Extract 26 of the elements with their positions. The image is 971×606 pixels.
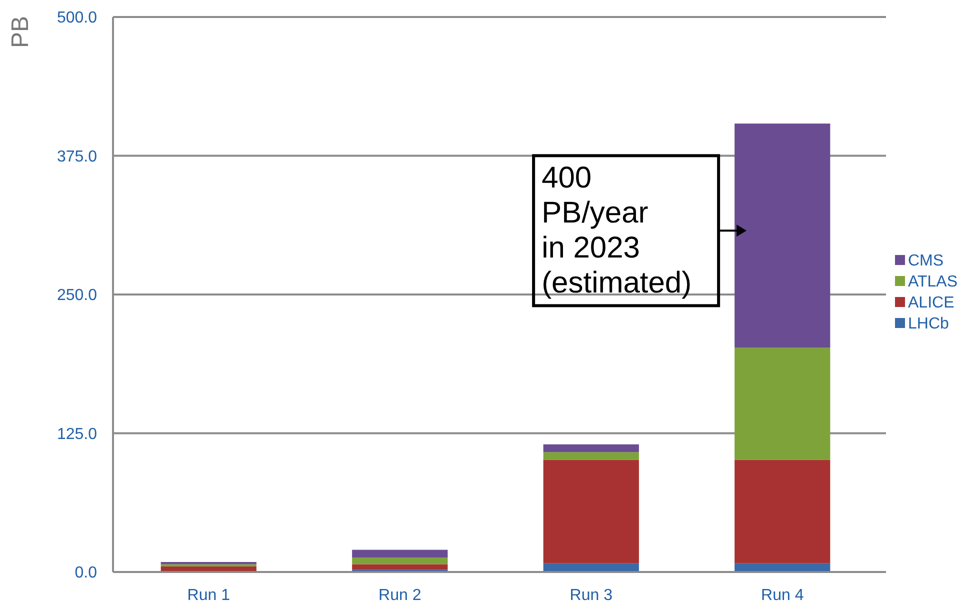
bar bbox=[734, 563, 830, 572]
y-tick-label: 0.0 bbox=[74, 564, 98, 582]
bar bbox=[734, 348, 830, 460]
y-tick-label: 500.0 bbox=[56, 10, 98, 27]
y-tick-label: 375.0 bbox=[56, 148, 98, 166]
legend-label: ALICE bbox=[908, 294, 954, 312]
legend-label: LHCb bbox=[908, 316, 950, 333]
legend-label: CMS bbox=[908, 252, 944, 270]
y-axis-title: PB bbox=[7, 16, 34, 48]
x-tick-label: Run 2 bbox=[378, 587, 422, 604]
bar bbox=[543, 444, 639, 452]
bar bbox=[734, 124, 830, 348]
bar bbox=[543, 563, 639, 572]
bar bbox=[352, 564, 448, 570]
bar bbox=[352, 558, 448, 564]
x-tick-label: Run 3 bbox=[570, 587, 613, 604]
bar bbox=[352, 550, 448, 558]
bar bbox=[734, 460, 830, 564]
y-tick-label: 250.0 bbox=[56, 287, 98, 304]
x-tick-label: Run 1 bbox=[187, 587, 230, 604]
y-tick-label: 125.0 bbox=[56, 426, 98, 443]
x-tick-label: Run 4 bbox=[761, 587, 804, 604]
bar bbox=[543, 452, 639, 460]
legend-label: ATLAS bbox=[908, 274, 958, 291]
annotation: 400 PB/year in 2023 (estimated) bbox=[542, 162, 692, 300]
bar bbox=[543, 460, 639, 564]
